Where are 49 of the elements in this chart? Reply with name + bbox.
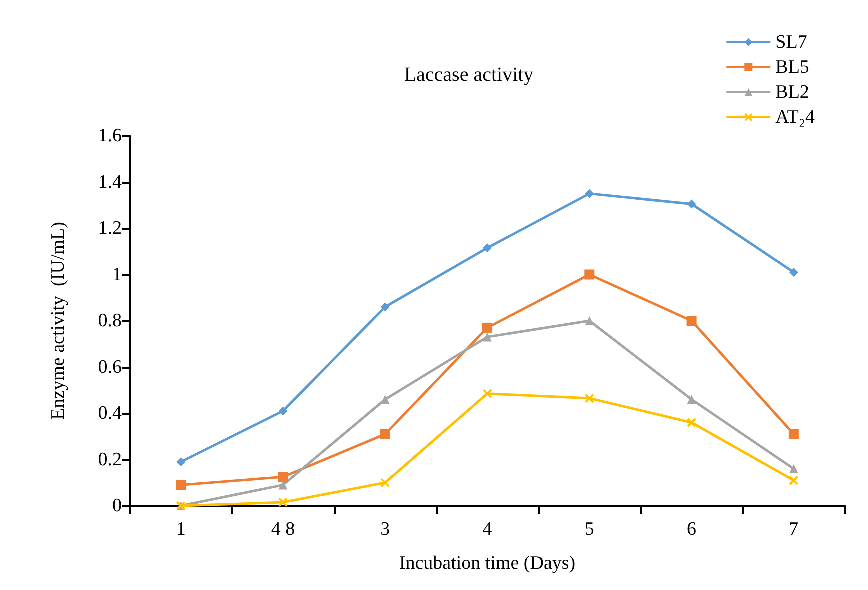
point [789, 268, 798, 277]
x-tick-label: 5 [584, 519, 594, 540]
chart-title: Laccase activity [404, 64, 534, 86]
legend-label: AT₂4 [776, 107, 816, 128]
point [584, 270, 595, 280]
point [278, 406, 288, 416]
point [789, 464, 798, 474]
point [686, 316, 697, 326]
point [687, 200, 696, 209]
x-axis-title: Incubation time (Days) [399, 553, 576, 574]
legend-label: BL5 [776, 57, 810, 78]
point [380, 395, 390, 404]
point [585, 316, 594, 326]
point [482, 322, 492, 333]
x-tick-label: 6 [687, 519, 697, 540]
point [687, 395, 696, 404]
y-tick-label: 1.4 [98, 172, 122, 193]
point [585, 189, 594, 198]
point [278, 480, 288, 490]
x-tick-label: 1 [176, 519, 186, 540]
point [176, 458, 186, 467]
y-tick-label: 0.4 [98, 403, 122, 424]
y-tick-label: 0 [112, 496, 122, 516]
point [380, 429, 390, 440]
y-tick-label: 1.6 [98, 126, 122, 146]
y-tick-label: 0.2 [98, 449, 122, 470]
point [788, 429, 799, 440]
point [483, 244, 492, 253]
y-tick-label: 0.6 [98, 356, 122, 378]
point [380, 478, 390, 488]
x-tick-label: 4 [482, 519, 493, 540]
point [176, 480, 186, 490]
point [687, 418, 696, 428]
y-tick-label: 0.8 [98, 310, 122, 332]
legend-label: SL7 [776, 32, 808, 53]
y-tick-label: 1 [112, 264, 122, 286]
point [483, 332, 492, 342]
point [278, 472, 288, 482]
x-tick-label: 4 8 [271, 519, 296, 540]
point [278, 498, 288, 508]
point [585, 394, 594, 403]
point [483, 389, 492, 398]
y-axis-title: Enzyme activity (IU/mL) [48, 222, 69, 420]
legend-label: BL2 [776, 82, 810, 103]
y-tick-label: 1.2 [98, 218, 122, 239]
x-tick-label: 3 [380, 519, 390, 540]
point [789, 476, 798, 486]
x-tick-label: 7 [789, 519, 799, 540]
point [380, 302, 390, 312]
